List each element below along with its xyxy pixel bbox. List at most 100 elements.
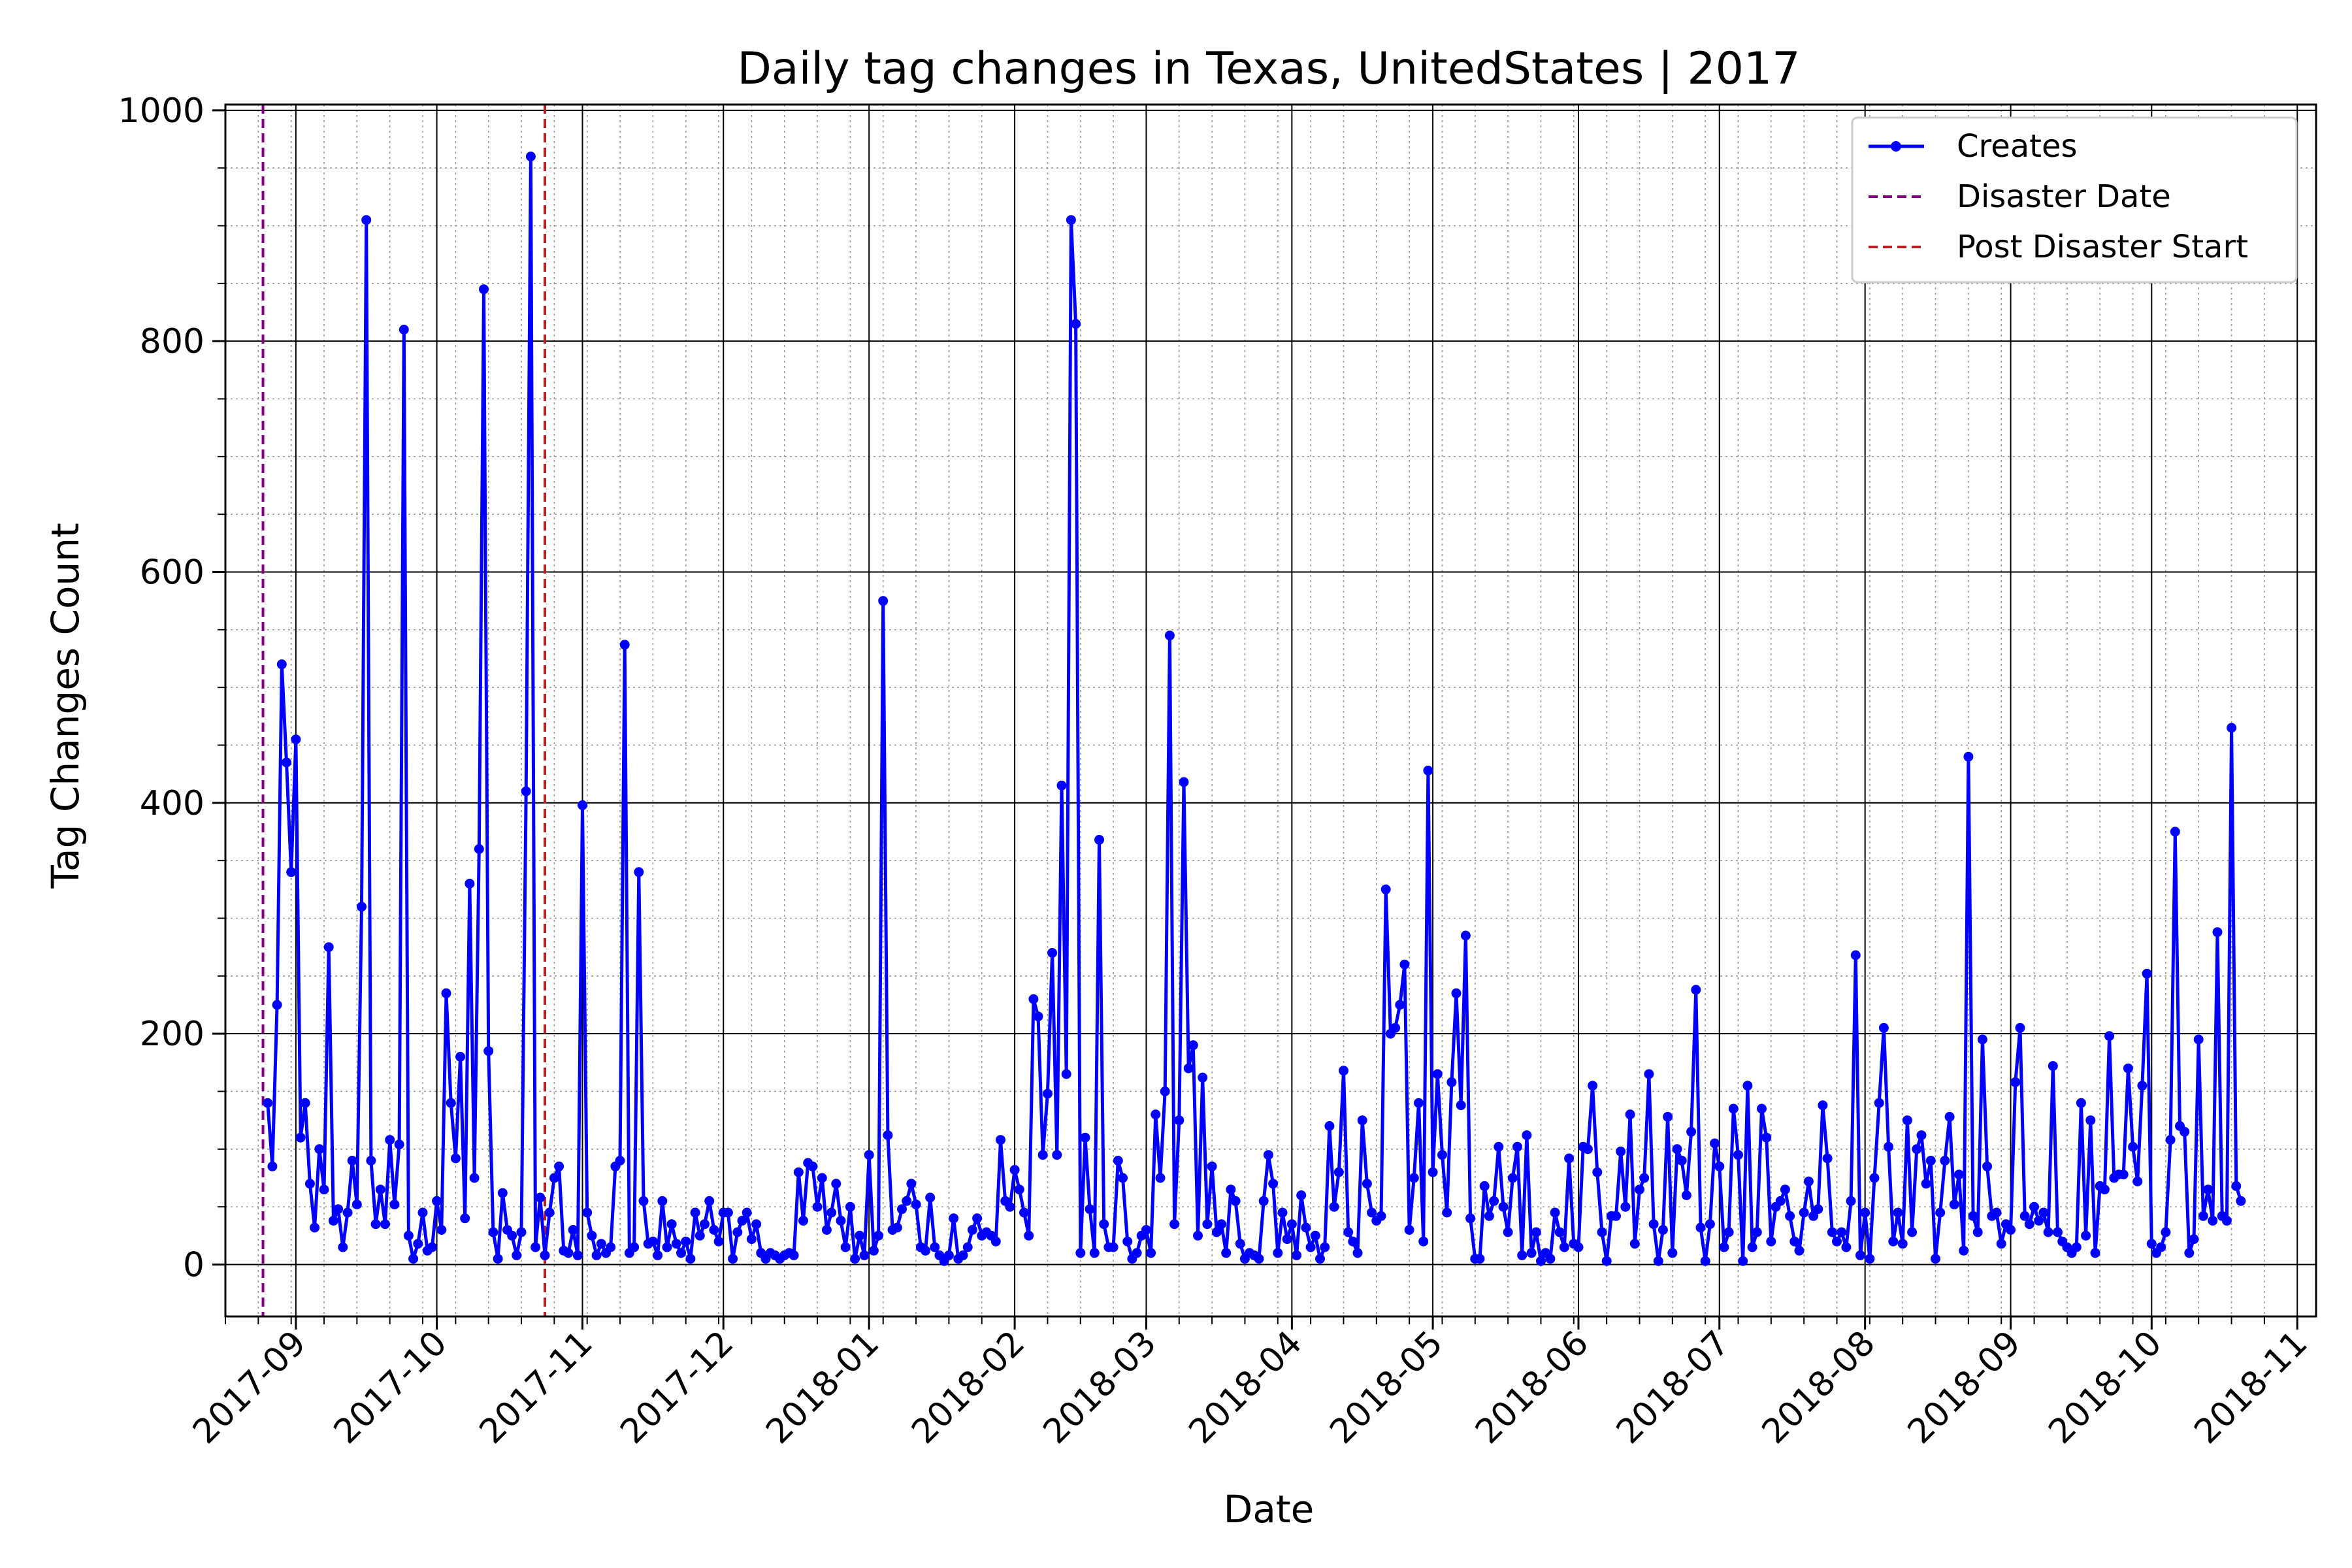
data-point — [347, 1156, 357, 1166]
data-point — [1663, 1111, 1673, 1122]
data-point — [328, 1215, 338, 1226]
data-point — [2076, 1098, 2086, 1108]
data-point — [2137, 1081, 2148, 1091]
data-point — [1676, 1156, 1687, 1166]
data-point — [1742, 1081, 1753, 1091]
data-point — [967, 1225, 977, 1235]
data-point — [460, 1213, 470, 1224]
data-point — [1902, 1115, 1912, 1126]
data-point — [1785, 1211, 1795, 1221]
data-point — [859, 1250, 870, 1260]
data-point — [1620, 1201, 1631, 1212]
data-point — [380, 1219, 390, 1230]
data-point — [375, 1184, 385, 1195]
data-point — [554, 1161, 564, 1171]
data-point — [1484, 1211, 1494, 1221]
data-point — [1822, 1153, 1833, 1164]
data-point — [868, 1245, 879, 1256]
data-point — [2146, 1239, 2157, 1249]
data-point — [1179, 777, 1189, 787]
data-point — [1507, 1173, 1518, 1183]
data-point — [483, 1046, 494, 1056]
data-point — [1301, 1222, 1311, 1233]
data-point — [1348, 1236, 1358, 1247]
data-point — [2090, 1248, 2100, 1258]
data-point — [2189, 1234, 2199, 1245]
data-point — [1108, 1242, 1119, 1252]
data-point — [338, 1242, 348, 1252]
y-tick-label: 600 — [140, 553, 204, 593]
data-point — [2198, 1211, 2208, 1221]
data-point — [436, 1225, 447, 1235]
data-point — [357, 902, 367, 912]
data-point — [996, 1135, 1005, 1145]
data-point — [615, 1156, 625, 1166]
data-point — [1494, 1141, 1504, 1152]
data-point — [1658, 1225, 1668, 1235]
data-point — [1878, 1022, 1889, 1033]
data-point — [874, 1230, 884, 1241]
data-point — [1747, 1242, 1757, 1252]
data-point — [479, 284, 489, 295]
data-point — [1550, 1207, 1560, 1218]
data-point — [2104, 1031, 2115, 1041]
data-point — [314, 1144, 325, 1154]
data-point — [493, 1254, 503, 1264]
axis-ticks — [212, 109, 2298, 1330]
data-point — [1733, 1150, 1743, 1160]
data-point — [1512, 1141, 1522, 1152]
data-point — [2034, 1215, 2044, 1226]
data-point — [831, 1179, 841, 1189]
data-point — [1916, 1130, 1927, 1141]
data-point — [1648, 1219, 1659, 1230]
data-point — [1052, 1150, 1062, 1160]
data-point — [295, 1132, 306, 1143]
data-point — [1644, 1069, 1654, 1079]
data-point — [1390, 1022, 1401, 1033]
data-point — [1789, 1236, 1800, 1247]
data-point — [1738, 1256, 1748, 1266]
data-point — [2132, 1176, 2143, 1186]
data-point — [647, 1236, 658, 1247]
data-point — [587, 1230, 597, 1241]
data-point — [535, 1192, 546, 1203]
data-point — [1940, 1156, 1950, 1166]
data-point — [1273, 1248, 1283, 1258]
data-point — [2221, 1215, 2232, 1226]
data-point — [949, 1213, 959, 1224]
data-point — [742, 1207, 752, 1218]
data-point — [821, 1225, 832, 1235]
data-point — [1428, 1167, 1438, 1177]
data-point — [1310, 1230, 1320, 1241]
data-point — [1629, 1239, 1640, 1249]
data-point — [2156, 1242, 2166, 1252]
data-point — [958, 1250, 968, 1260]
data-point — [685, 1254, 696, 1264]
data-point — [1254, 1254, 1264, 1264]
data-point — [1333, 1167, 1344, 1177]
data-point — [1329, 1201, 1339, 1212]
data-point — [578, 800, 587, 810]
data-point — [606, 1242, 616, 1252]
data-point — [1465, 1213, 1476, 1224]
data-point — [1085, 1204, 1095, 1215]
data-point — [855, 1230, 865, 1241]
data-point — [572, 1250, 583, 1260]
data-point — [2123, 1063, 2133, 1073]
data-point — [911, 1200, 921, 1210]
data-point — [512, 1250, 522, 1260]
y-tick-label: 1000 — [118, 91, 204, 131]
data-point — [1761, 1132, 1772, 1143]
data-point — [1869, 1173, 1880, 1183]
data-point — [1954, 1169, 1964, 1180]
data-point — [2010, 1077, 2021, 1087]
data-point — [836, 1215, 846, 1226]
data-point — [1912, 1144, 1922, 1154]
y-tick-label: 0 — [183, 1246, 204, 1285]
data-point — [653, 1250, 663, 1260]
data-point — [1376, 1211, 1386, 1221]
data-point — [2170, 826, 2180, 837]
data-point — [1193, 1230, 1203, 1241]
data-point — [1874, 1098, 1884, 1108]
data-point — [1639, 1173, 1650, 1183]
